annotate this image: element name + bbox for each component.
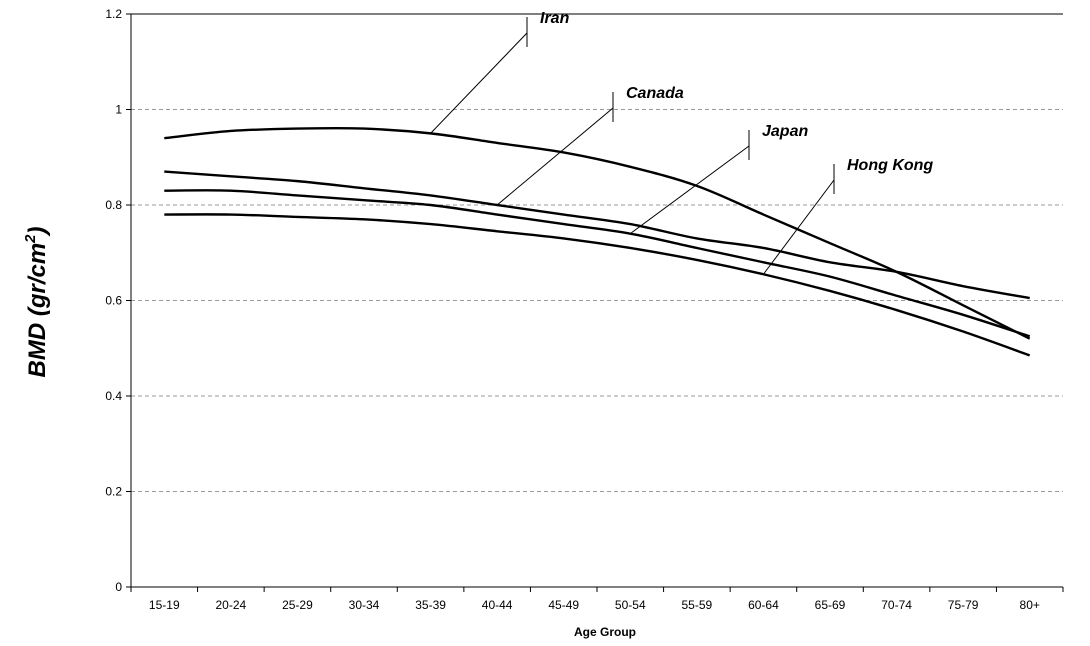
y-tick-label: 0 xyxy=(115,580,122,594)
series-labels: Iran Canada Japan Hong Kong xyxy=(430,10,933,275)
x-tick-label: 80+ xyxy=(1020,598,1040,612)
y-axis-title-close: ) xyxy=(24,226,51,237)
x-tick-label: 15-19 xyxy=(149,598,180,612)
x-tick-label: 45-49 xyxy=(548,598,579,612)
y-axis-title-superscript: 2 xyxy=(22,234,39,244)
y-tick-labels: 0 0.2 0.4 0.6 0.8 1 1.2 xyxy=(105,7,122,594)
y-tick-label: 0.8 xyxy=(105,198,122,212)
x-tick-label: 70-74 xyxy=(881,598,912,612)
leader-line-iran xyxy=(430,32,528,134)
y-tick-label: 0.2 xyxy=(105,485,122,499)
y-tick-label: 0.4 xyxy=(105,389,122,403)
x-tick-label: 20-24 xyxy=(216,598,247,612)
y-axis-title: BMD (gr/cm2) xyxy=(22,226,51,377)
y-tick-label: 1 xyxy=(115,103,122,117)
leader-line-hong-kong xyxy=(763,179,835,275)
x-tick-label: 55-59 xyxy=(682,598,713,612)
x-tick-label: 60-64 xyxy=(748,598,779,612)
series-label-hong-kong: Hong Kong xyxy=(847,157,933,174)
series-line-japan xyxy=(164,189,1031,338)
series-label-japan: Japan xyxy=(762,123,808,140)
x-tick-label: 30-34 xyxy=(349,598,380,612)
x-axis-title: Age Group xyxy=(574,625,636,639)
series-line-iran xyxy=(164,126,1031,340)
x-tick-label: 40-44 xyxy=(482,598,513,612)
axes xyxy=(126,13,1064,592)
gridlines xyxy=(131,109,1063,492)
series-label-iran: Iran xyxy=(540,10,570,27)
x-tick-label: 50-54 xyxy=(615,598,646,612)
leader-line-japan xyxy=(629,145,750,235)
x-tick-label: 35-39 xyxy=(415,598,446,612)
series-label-canada: Canada xyxy=(626,85,684,102)
x-tick-labels: 15-19 20-24 25-29 30-34 35-39 40-44 45-49 50-54… xyxy=(149,598,1040,612)
y-tick-label: 1.2 xyxy=(105,7,122,21)
y-axis-title-main: BMD (gr/cm xyxy=(24,243,51,378)
series-lines xyxy=(164,126,1031,357)
y-tick-label: 0.6 xyxy=(105,294,122,308)
series-line-hong-kong xyxy=(164,213,1031,357)
leader-line-canada xyxy=(496,107,614,206)
series-line-canada xyxy=(164,170,1030,300)
x-tick-label: 75-79 xyxy=(948,598,979,612)
x-tick-label: 25-29 xyxy=(282,598,313,612)
x-tick-label: 65-69 xyxy=(815,598,846,612)
